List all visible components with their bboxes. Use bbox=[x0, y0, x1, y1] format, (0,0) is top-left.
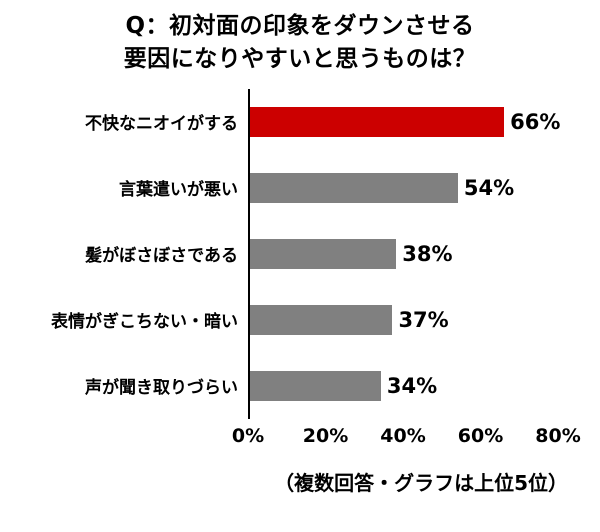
value-label: 38% bbox=[402, 241, 453, 266]
value-label: 66% bbox=[510, 109, 561, 134]
bar bbox=[250, 172, 458, 203]
x-axis-tick-label: 40% bbox=[380, 424, 426, 447]
bar-cell: 54% bbox=[248, 154, 558, 221]
value-label: 54% bbox=[463, 175, 515, 200]
bar-cell: 34% bbox=[248, 352, 558, 419]
bar-cell: 66% bbox=[248, 88, 561, 155]
category-label: 不快なニオイがする bbox=[85, 114, 238, 135]
x-axis-tick-label: 60% bbox=[457, 424, 504, 447]
bar bbox=[250, 370, 381, 401]
bar-cell: 37% bbox=[248, 286, 558, 353]
footer-note: （複数回答・グラフは上位5位） bbox=[274, 470, 568, 495]
bar bbox=[250, 304, 393, 335]
x-axis-ticks: 0% 20% 40% 60% 80% bbox=[232, 424, 581, 455]
bar bbox=[250, 238, 397, 269]
ticks-spacer bbox=[0, 419, 248, 449]
category-label: 表情がぎこちない・暗い bbox=[51, 312, 238, 333]
chart-title-line-1: Q：初対面の印象をダウンさせる bbox=[125, 13, 475, 39]
category-label: 言葉遣いが悪い bbox=[119, 180, 238, 201]
x-axis-tick-label: 20% bbox=[302, 424, 349, 447]
x-axis-tick-label: 0% bbox=[231, 424, 265, 447]
x-axis-tick-label: 80% bbox=[535, 424, 581, 447]
chart-title: Q：初対面の印象をダウンさせる 要因になりやすいと思うものは？ bbox=[0, 10, 600, 77]
bar-chart: 不快なニオイがする 66% 言葉遣いが悪い 54% 髪がぼさぼさである 38% 表情がぎこち… bbox=[0, 88, 600, 455]
value-label: 37% bbox=[398, 307, 449, 332]
bar-cell: 38% bbox=[248, 220, 558, 287]
chart-title-line-2: 要因になりやすいと思うものは？ bbox=[123, 46, 477, 73]
category-label: 声が聞き取りづらい bbox=[85, 378, 238, 399]
category-label: 髪がぼさぼさである bbox=[85, 246, 238, 267]
bar bbox=[250, 106, 505, 137]
value-label: 34% bbox=[386, 373, 438, 398]
